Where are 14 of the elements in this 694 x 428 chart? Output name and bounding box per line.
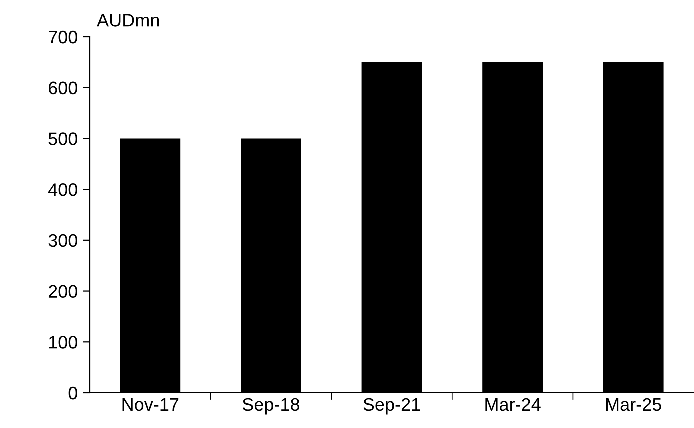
x-tick-label: Sep-18 — [242, 398, 300, 415]
x-tick-label: Nov-17 — [122, 398, 179, 412]
y-tick-label: 100 — [49, 336, 78, 349]
x-tick-label: Mar-25 — [606, 398, 662, 412]
y-tick-label: 400 — [48, 184, 78, 196]
y-tick-label: 200 — [48, 285, 78, 298]
y-axis-title: AUDmn — [97, 14, 160, 27]
y-tick-label: 0 — [68, 386, 78, 400]
x-tick-label: Sep-21 — [364, 398, 420, 415]
y-tick-label: 300 — [48, 234, 78, 248]
y-tick-label: 600 — [48, 82, 78, 95]
x-tick-label: Mar-24 — [486, 398, 541, 412]
y-tick-label: 700 — [49, 30, 78, 44]
y-tick-label: 500 — [48, 132, 78, 146]
